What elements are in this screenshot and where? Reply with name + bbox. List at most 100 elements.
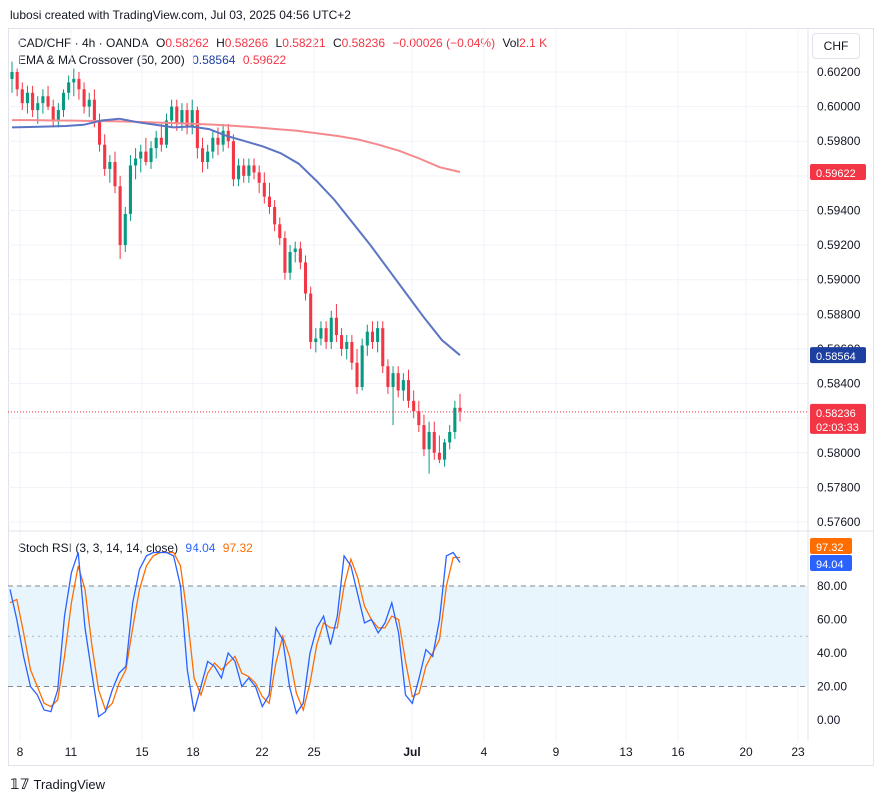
candle-body bbox=[278, 224, 282, 239]
stoch-tick-label: 60.00 bbox=[817, 613, 847, 627]
last-price-badge-text: 02:03:33 bbox=[816, 422, 859, 434]
candle-body bbox=[334, 317, 338, 336]
time-tick-label: 4 bbox=[481, 745, 488, 759]
stoch-tick-label: 40.00 bbox=[817, 646, 847, 660]
candle-body bbox=[303, 262, 308, 294]
candle-body bbox=[376, 328, 380, 342]
candle-body bbox=[108, 162, 112, 169]
ema-ma-name: EMA & MA Crossover (50, 200) bbox=[18, 53, 185, 67]
currency-button[interactable]: CHF bbox=[812, 33, 860, 59]
tradingview-logo[interactable]: 𝟙𝟟 TradingView bbox=[10, 776, 105, 793]
candle-body bbox=[283, 238, 287, 273]
candle-body bbox=[154, 137, 158, 149]
ohlc-low: L0.58221 bbox=[275, 36, 326, 50]
last-price-badge-text: 0.58236 bbox=[816, 408, 856, 420]
price-tick-label: 0.59400 bbox=[817, 203, 861, 217]
ema-price-badge bbox=[810, 347, 866, 364]
candle-body bbox=[195, 110, 199, 149]
candle-body bbox=[97, 120, 102, 145]
ema-value: 0.58564 bbox=[192, 53, 236, 67]
candle-body bbox=[216, 137, 220, 145]
stoch-d-badge bbox=[810, 538, 852, 554]
candle-body bbox=[231, 141, 235, 180]
ma-price-badge-text: 0.59622 bbox=[816, 168, 856, 180]
candle-body bbox=[252, 165, 256, 173]
candle-body bbox=[267, 196, 272, 207]
candle-body bbox=[391, 373, 395, 387]
symbol-pair[interactable]: CAD/CHF · 4h · OANDA bbox=[18, 36, 149, 50]
candle-body bbox=[324, 328, 328, 342]
candle-body bbox=[36, 103, 40, 111]
candle-body bbox=[365, 331, 369, 346]
candle-body bbox=[221, 130, 225, 145]
candle-body bbox=[417, 411, 421, 426]
candle-body bbox=[67, 82, 71, 93]
candle-body bbox=[15, 72, 19, 90]
candle-body bbox=[61, 92, 66, 111]
candle-body bbox=[10, 72, 14, 79]
candle-body bbox=[20, 89, 24, 104]
ema-price-badge-text: 0.58564 bbox=[816, 351, 856, 363]
symbol-legend: CAD/CHF · 4h · OANDA O0.58262 H0.58266 L… bbox=[18, 36, 551, 50]
time-tick-label: 15 bbox=[135, 745, 149, 759]
candle-body bbox=[412, 400, 416, 412]
time-tick-label: 9 bbox=[553, 745, 560, 759]
volume: Vol2.1 K bbox=[502, 36, 548, 50]
candle-body bbox=[185, 110, 189, 128]
time-tick-label: 13 bbox=[619, 745, 633, 759]
stoch-d-badge-text: 97.32 bbox=[816, 542, 844, 554]
time-tick-label: 16 bbox=[671, 745, 685, 759]
candle-body bbox=[319, 328, 323, 339]
ohlc-high: H0.58266 bbox=[216, 36, 269, 50]
time-tick-label: 23 bbox=[791, 745, 805, 759]
ohlc-close: C0.58236 bbox=[332, 36, 385, 50]
ma-200-line bbox=[12, 119, 461, 173]
stoch-k-line bbox=[9, 551, 461, 718]
candle-body bbox=[381, 328, 385, 367]
candle-body bbox=[298, 248, 302, 263]
candle-body bbox=[273, 207, 277, 225]
stoch-k-badge-text: 94.04 bbox=[816, 559, 844, 571]
candle-body bbox=[350, 342, 354, 363]
candle-body bbox=[422, 425, 426, 450]
candle-body bbox=[206, 151, 210, 162]
candle-body bbox=[180, 110, 184, 124]
ma-value: 0.59622 bbox=[242, 53, 287, 67]
stoch-d-value: 97.32 bbox=[222, 541, 253, 555]
stoch-d-line bbox=[9, 551, 460, 713]
candle-body bbox=[345, 342, 349, 349]
candle-body bbox=[406, 380, 411, 401]
ema-ma-legend[interactable]: EMA & MA Crossover (50, 200) 0.58564 0.5… bbox=[18, 53, 290, 67]
candle-body bbox=[458, 407, 462, 412]
price-tick-label: 0.57800 bbox=[817, 480, 861, 494]
candle-body bbox=[164, 120, 169, 145]
candle-body bbox=[257, 172, 261, 183]
candle-body bbox=[448, 432, 452, 443]
candle-body bbox=[46, 96, 50, 107]
candle-body bbox=[113, 162, 117, 187]
price-tick-label: 0.58800 bbox=[817, 307, 861, 321]
candle-body bbox=[237, 165, 241, 180]
candle-body bbox=[134, 158, 138, 166]
candle-body bbox=[309, 293, 313, 342]
tradingview-icon: 𝟙𝟟 bbox=[10, 776, 30, 792]
candle-body bbox=[432, 432, 436, 453]
candle-body bbox=[87, 99, 91, 107]
ohlc-change: −0.00026 (−0.04%) bbox=[392, 36, 496, 50]
chart-frame bbox=[8, 28, 874, 766]
candle-body bbox=[396, 373, 400, 391]
candle-body bbox=[443, 442, 447, 460]
time-tick-label: 22 bbox=[255, 745, 269, 759]
candle-body bbox=[427, 432, 431, 450]
candle-body bbox=[41, 96, 45, 104]
candle-body bbox=[118, 186, 122, 246]
candle-body bbox=[149, 148, 153, 162]
candle-body bbox=[123, 213, 127, 246]
time-tick-label: 25 bbox=[307, 745, 321, 759]
candle-body bbox=[386, 366, 390, 387]
time-tick-label: 20 bbox=[739, 745, 753, 759]
stoch-tick-label: 0.00 bbox=[817, 713, 841, 727]
candle-body bbox=[144, 151, 148, 162]
candle-body bbox=[360, 345, 364, 387]
